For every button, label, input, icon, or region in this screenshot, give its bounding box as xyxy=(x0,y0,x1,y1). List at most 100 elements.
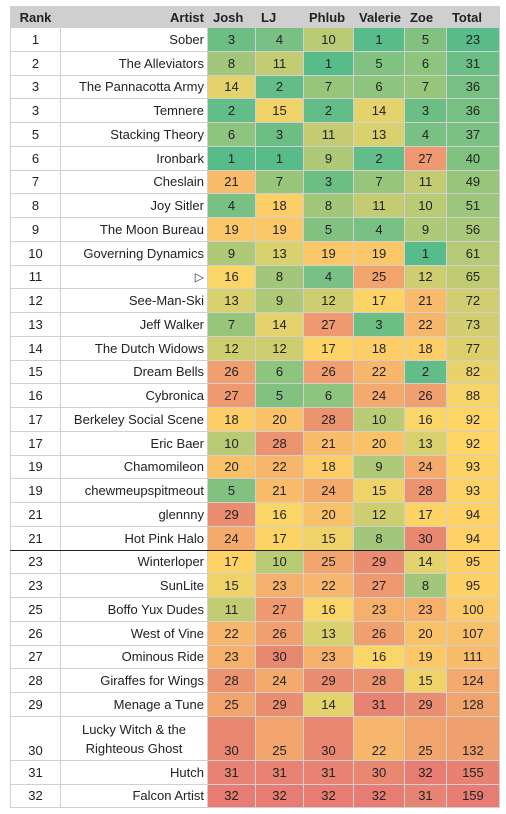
score-cell-zoe[interactable]: 14 xyxy=(403,549,447,575)
score-cell-zoe[interactable]: 4 xyxy=(403,122,447,147)
score-cell-lj[interactable]: 17 xyxy=(255,525,304,551)
rank-cell[interactable]: 12 xyxy=(10,288,61,313)
artist-cell[interactable]: Cheslain xyxy=(60,169,208,195)
total-cell[interactable]: 56 xyxy=(445,217,500,242)
rank-cell[interactable]: 9 xyxy=(10,217,61,242)
score-cell-lj[interactable]: 2 xyxy=(255,74,304,100)
score-cell-lj[interactable]: 13 xyxy=(255,240,304,266)
artist-cell[interactable]: The Pannacotta Army xyxy=(60,74,208,100)
score-cell-valerie[interactable]: 6 xyxy=(353,74,405,100)
score-cell-phlub[interactable]: 9 xyxy=(303,145,354,171)
score-cell-zoe[interactable]: 7 xyxy=(403,74,447,100)
score-cell-josh[interactable]: 7 xyxy=(207,312,256,337)
score-cell-josh[interactable]: 23 xyxy=(207,644,256,670)
score-cell-lj[interactable]: 1 xyxy=(255,145,304,171)
total-cell[interactable]: 92 xyxy=(445,430,500,456)
artist-cell[interactable]: glennny xyxy=(60,502,208,527)
total-cell[interactable]: 73 xyxy=(445,312,500,337)
score-cell-phlub[interactable]: 11 xyxy=(303,122,354,147)
score-cell-josh[interactable]: 19 xyxy=(207,217,256,242)
score-cell-josh[interactable]: 2 xyxy=(207,98,256,123)
rank-cell[interactable]: 21 xyxy=(10,502,61,527)
score-cell-josh[interactable]: 32 xyxy=(207,783,256,809)
rank-cell[interactable]: 32 xyxy=(10,783,61,809)
score-cell-phlub[interactable]: 12 xyxy=(303,288,354,313)
score-cell-josh[interactable]: 30 xyxy=(207,715,256,761)
total-cell[interactable]: 65 xyxy=(445,264,500,290)
score-cell-zoe[interactable]: 20 xyxy=(403,620,447,646)
score-cell-josh[interactable]: 16 xyxy=(207,264,256,290)
score-cell-zoe[interactable]: 12 xyxy=(403,264,447,290)
score-cell-zoe[interactable]: 11 xyxy=(403,169,447,195)
score-cell-phlub[interactable]: 14 xyxy=(303,692,354,717)
artist-cell[interactable]: The Alleviators xyxy=(60,50,208,76)
artist-cell[interactable]: Governing Dynamics xyxy=(60,240,208,266)
score-cell-lj[interactable]: 3 xyxy=(255,122,304,147)
rank-cell[interactable]: 23 xyxy=(10,573,61,598)
score-cell-lj[interactable]: 16 xyxy=(255,502,304,527)
total-cell[interactable]: 61 xyxy=(445,240,500,266)
score-cell-lj[interactable]: 30 xyxy=(255,644,304,670)
rank-cell[interactable]: 19 xyxy=(10,478,61,503)
score-cell-zoe[interactable]: 27 xyxy=(403,145,447,171)
score-cell-valerie[interactable]: 12 xyxy=(353,502,405,527)
score-cell-lj[interactable]: 22 xyxy=(255,454,304,480)
score-cell-josh[interactable]: 21 xyxy=(207,169,256,195)
total-cell[interactable]: 159 xyxy=(445,783,500,809)
artist-cell[interactable]: Joy Sitler xyxy=(60,193,208,218)
score-cell-valerie[interactable]: 20 xyxy=(353,430,405,456)
score-cell-zoe[interactable]: 28 xyxy=(403,478,447,503)
score-cell-josh[interactable]: 15 xyxy=(207,573,256,598)
rank-cell[interactable]: 15 xyxy=(10,359,61,385)
rank-cell[interactable]: 2 xyxy=(10,50,61,76)
score-cell-phlub[interactable]: 5 xyxy=(303,217,354,242)
score-cell-valerie[interactable]: 27 xyxy=(353,573,405,598)
artist-cell[interactable]: SunLite xyxy=(60,573,208,598)
total-cell[interactable]: 94 xyxy=(445,525,500,551)
rank-cell[interactable]: 17 xyxy=(10,430,61,456)
score-cell-zoe[interactable]: 32 xyxy=(403,759,447,785)
score-cell-zoe[interactable]: 3 xyxy=(403,98,447,123)
score-cell-josh[interactable]: 31 xyxy=(207,759,256,785)
rank-cell[interactable]: 14 xyxy=(10,335,61,361)
score-cell-phlub[interactable]: 8 xyxy=(303,193,354,218)
score-cell-zoe[interactable]: 30 xyxy=(403,525,447,551)
total-cell[interactable]: 72 xyxy=(445,288,500,313)
total-cell[interactable]: 95 xyxy=(445,573,500,598)
score-cell-lj[interactable]: 12 xyxy=(255,335,304,361)
score-cell-phlub[interactable]: 25 xyxy=(303,549,354,575)
score-cell-phlub[interactable]: 29 xyxy=(303,668,354,693)
rank-cell[interactable]: 5 xyxy=(10,122,61,147)
artist-cell[interactable]: Giraffes for Wings xyxy=(60,668,208,693)
score-cell-josh[interactable]: 1 xyxy=(207,145,256,171)
score-cell-phlub[interactable]: 26 xyxy=(303,359,354,385)
score-cell-zoe[interactable]: 25 xyxy=(403,715,447,761)
rank-cell[interactable]: 29 xyxy=(10,692,61,717)
header-josh[interactable]: Josh xyxy=(207,6,256,28)
rank-cell[interactable]: 3 xyxy=(10,98,61,123)
score-cell-valerie[interactable]: 31 xyxy=(353,692,405,717)
score-cell-valerie[interactable]: 10 xyxy=(353,407,405,432)
score-cell-zoe[interactable]: 9 xyxy=(403,217,447,242)
score-cell-josh[interactable]: 17 xyxy=(207,549,256,575)
score-cell-valerie[interactable]: 5 xyxy=(353,50,405,76)
artist-cell[interactable]: Temnere xyxy=(60,98,208,123)
header-total[interactable]: Total xyxy=(445,6,500,28)
score-cell-phlub[interactable]: 6 xyxy=(303,383,354,408)
score-cell-phlub[interactable]: 24 xyxy=(303,478,354,503)
artist-cell[interactable]: chewmeupspitmeout xyxy=(60,478,208,503)
score-cell-valerie[interactable]: 14 xyxy=(353,98,405,123)
score-cell-valerie[interactable]: 18 xyxy=(353,335,405,361)
score-cell-phlub[interactable]: 10 xyxy=(303,27,354,52)
rank-cell[interactable]: 26 xyxy=(10,620,61,646)
header-valerie[interactable]: Valerie xyxy=(353,6,405,28)
total-cell[interactable]: 49 xyxy=(445,169,500,195)
artist-cell[interactable]: Falcon Artist xyxy=(60,783,208,809)
total-cell[interactable]: 92 xyxy=(445,407,500,432)
score-cell-phlub[interactable]: 15 xyxy=(303,525,354,551)
score-cell-zoe[interactable]: 24 xyxy=(403,454,447,480)
score-cell-josh[interactable]: 6 xyxy=(207,122,256,147)
score-cell-phlub[interactable]: 22 xyxy=(303,573,354,598)
header-rank[interactable]: Rank xyxy=(10,6,61,28)
score-cell-lj[interactable]: 9 xyxy=(255,288,304,313)
